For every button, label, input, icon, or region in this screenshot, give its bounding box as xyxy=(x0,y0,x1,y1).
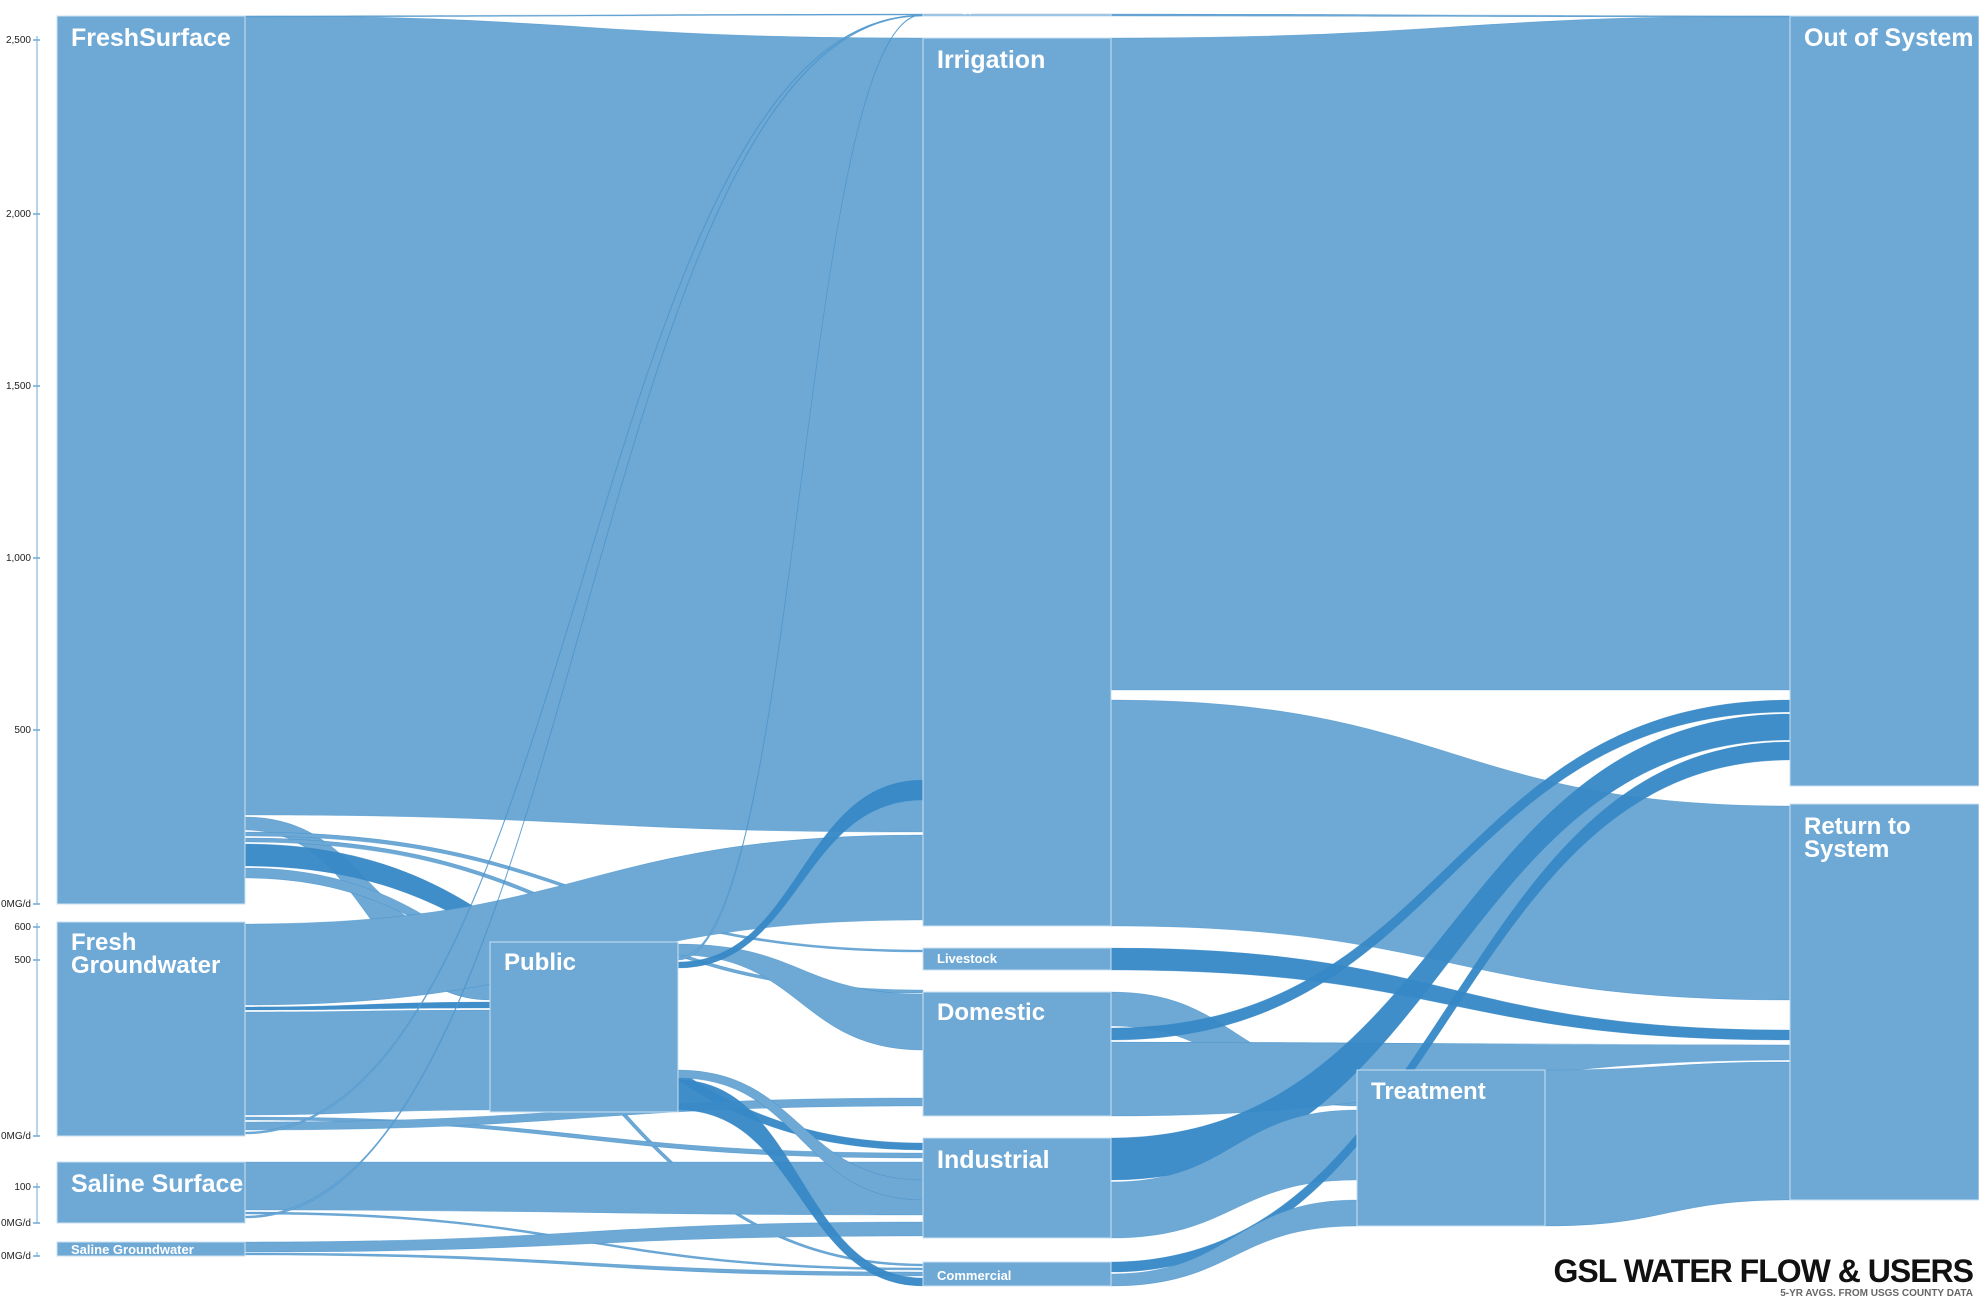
axis-layer: 2,500 2,000 1,500 1,000 500 0MG/d 600 500 0MG/d 1… xyxy=(1,35,40,1262)
node-fresh-surface xyxy=(56,15,246,905)
label-livestock: Livestock xyxy=(937,951,998,966)
node-commercial xyxy=(922,1261,1112,1287)
flow-fresh-surface-to-irrigation xyxy=(244,15,924,833)
node-saline-groundwater xyxy=(56,1241,246,1257)
label-fresh-groundwater: Fresh Groundwater xyxy=(71,929,220,979)
axis-tick-label: 0MG/d xyxy=(1,1251,31,1262)
flow-irrigation-to-out-of-system xyxy=(1110,15,1791,691)
node-treatment xyxy=(1356,1069,1546,1227)
diagram-title: GSL WATER FLOW & USERS xyxy=(1554,1253,1974,1289)
label-treatment: Treatment xyxy=(1371,1078,1486,1105)
axis-tick-label: 2,000 xyxy=(6,209,31,220)
label-energy: Energy xyxy=(937,3,975,15)
label-return-to-system: Return to System xyxy=(1804,813,1911,863)
flow-layer xyxy=(244,13,1791,1287)
label-industrial: Industrial xyxy=(937,1146,1050,1174)
diagram-subtitle: 5-YR AVGS. FROM USGS COUNTY DATA xyxy=(1780,1288,1973,1299)
label-out-of-system: Out of System xyxy=(1804,24,1973,52)
flow-saline-surface-to-industrial xyxy=(244,1161,924,1216)
flow-fresh-groundwater-to-public xyxy=(244,1009,491,1116)
label-domestic: Domestic xyxy=(937,999,1045,1026)
axis-tick-label: 0MG/d xyxy=(1,1218,31,1229)
flow-fresh-surface-to-energy xyxy=(244,13,924,18)
node-saline-surface xyxy=(56,1161,246,1224)
axis-tick-label: 1,000 xyxy=(6,553,31,564)
axis-tick-label: 600 xyxy=(14,922,31,933)
axis-tick-label: 500 xyxy=(14,955,31,966)
axis-tick-label: 0MG/d xyxy=(1,1131,31,1142)
axis-tick-label: 2,500 xyxy=(6,35,31,46)
label-fresh-surface: FreshSurface xyxy=(71,24,231,52)
node-layer xyxy=(56,13,1979,1287)
node-return-to-system xyxy=(1789,803,1979,1201)
flow-treatment-to-return-to-system xyxy=(1544,1061,1791,1227)
label-commercial: Commercial xyxy=(937,1268,1011,1283)
node-irrigation xyxy=(922,37,1112,927)
axis-tick-label: 100 xyxy=(14,1182,31,1193)
label-saline-groundwater: Saline Groundwater xyxy=(71,1242,194,1257)
label-public: Public xyxy=(504,949,576,976)
node-out-of-system xyxy=(1789,15,1979,787)
label-layer: FreshSurface Fresh Groundwater Saline Surfa… xyxy=(71,3,1973,1283)
label-irrigation: Irrigation xyxy=(937,46,1045,74)
axis-tick-label: 500 xyxy=(14,725,31,736)
node-fresh-groundwater xyxy=(56,921,246,1137)
node-livestock xyxy=(922,947,1112,971)
node-energy xyxy=(922,13,1112,17)
node-domestic xyxy=(922,991,1112,1117)
node-public xyxy=(489,941,679,1113)
flow-energy-to-out-of-system xyxy=(1110,13,1791,18)
node-industrial xyxy=(922,1137,1112,1239)
axis-tick-label: 0MG/d xyxy=(1,899,31,910)
flow-saline-groundwater-to-commercial xyxy=(244,1252,924,1277)
axis-tick-label: 1,500 xyxy=(6,381,31,392)
label-saline-surface: Saline Surface xyxy=(71,1170,243,1198)
